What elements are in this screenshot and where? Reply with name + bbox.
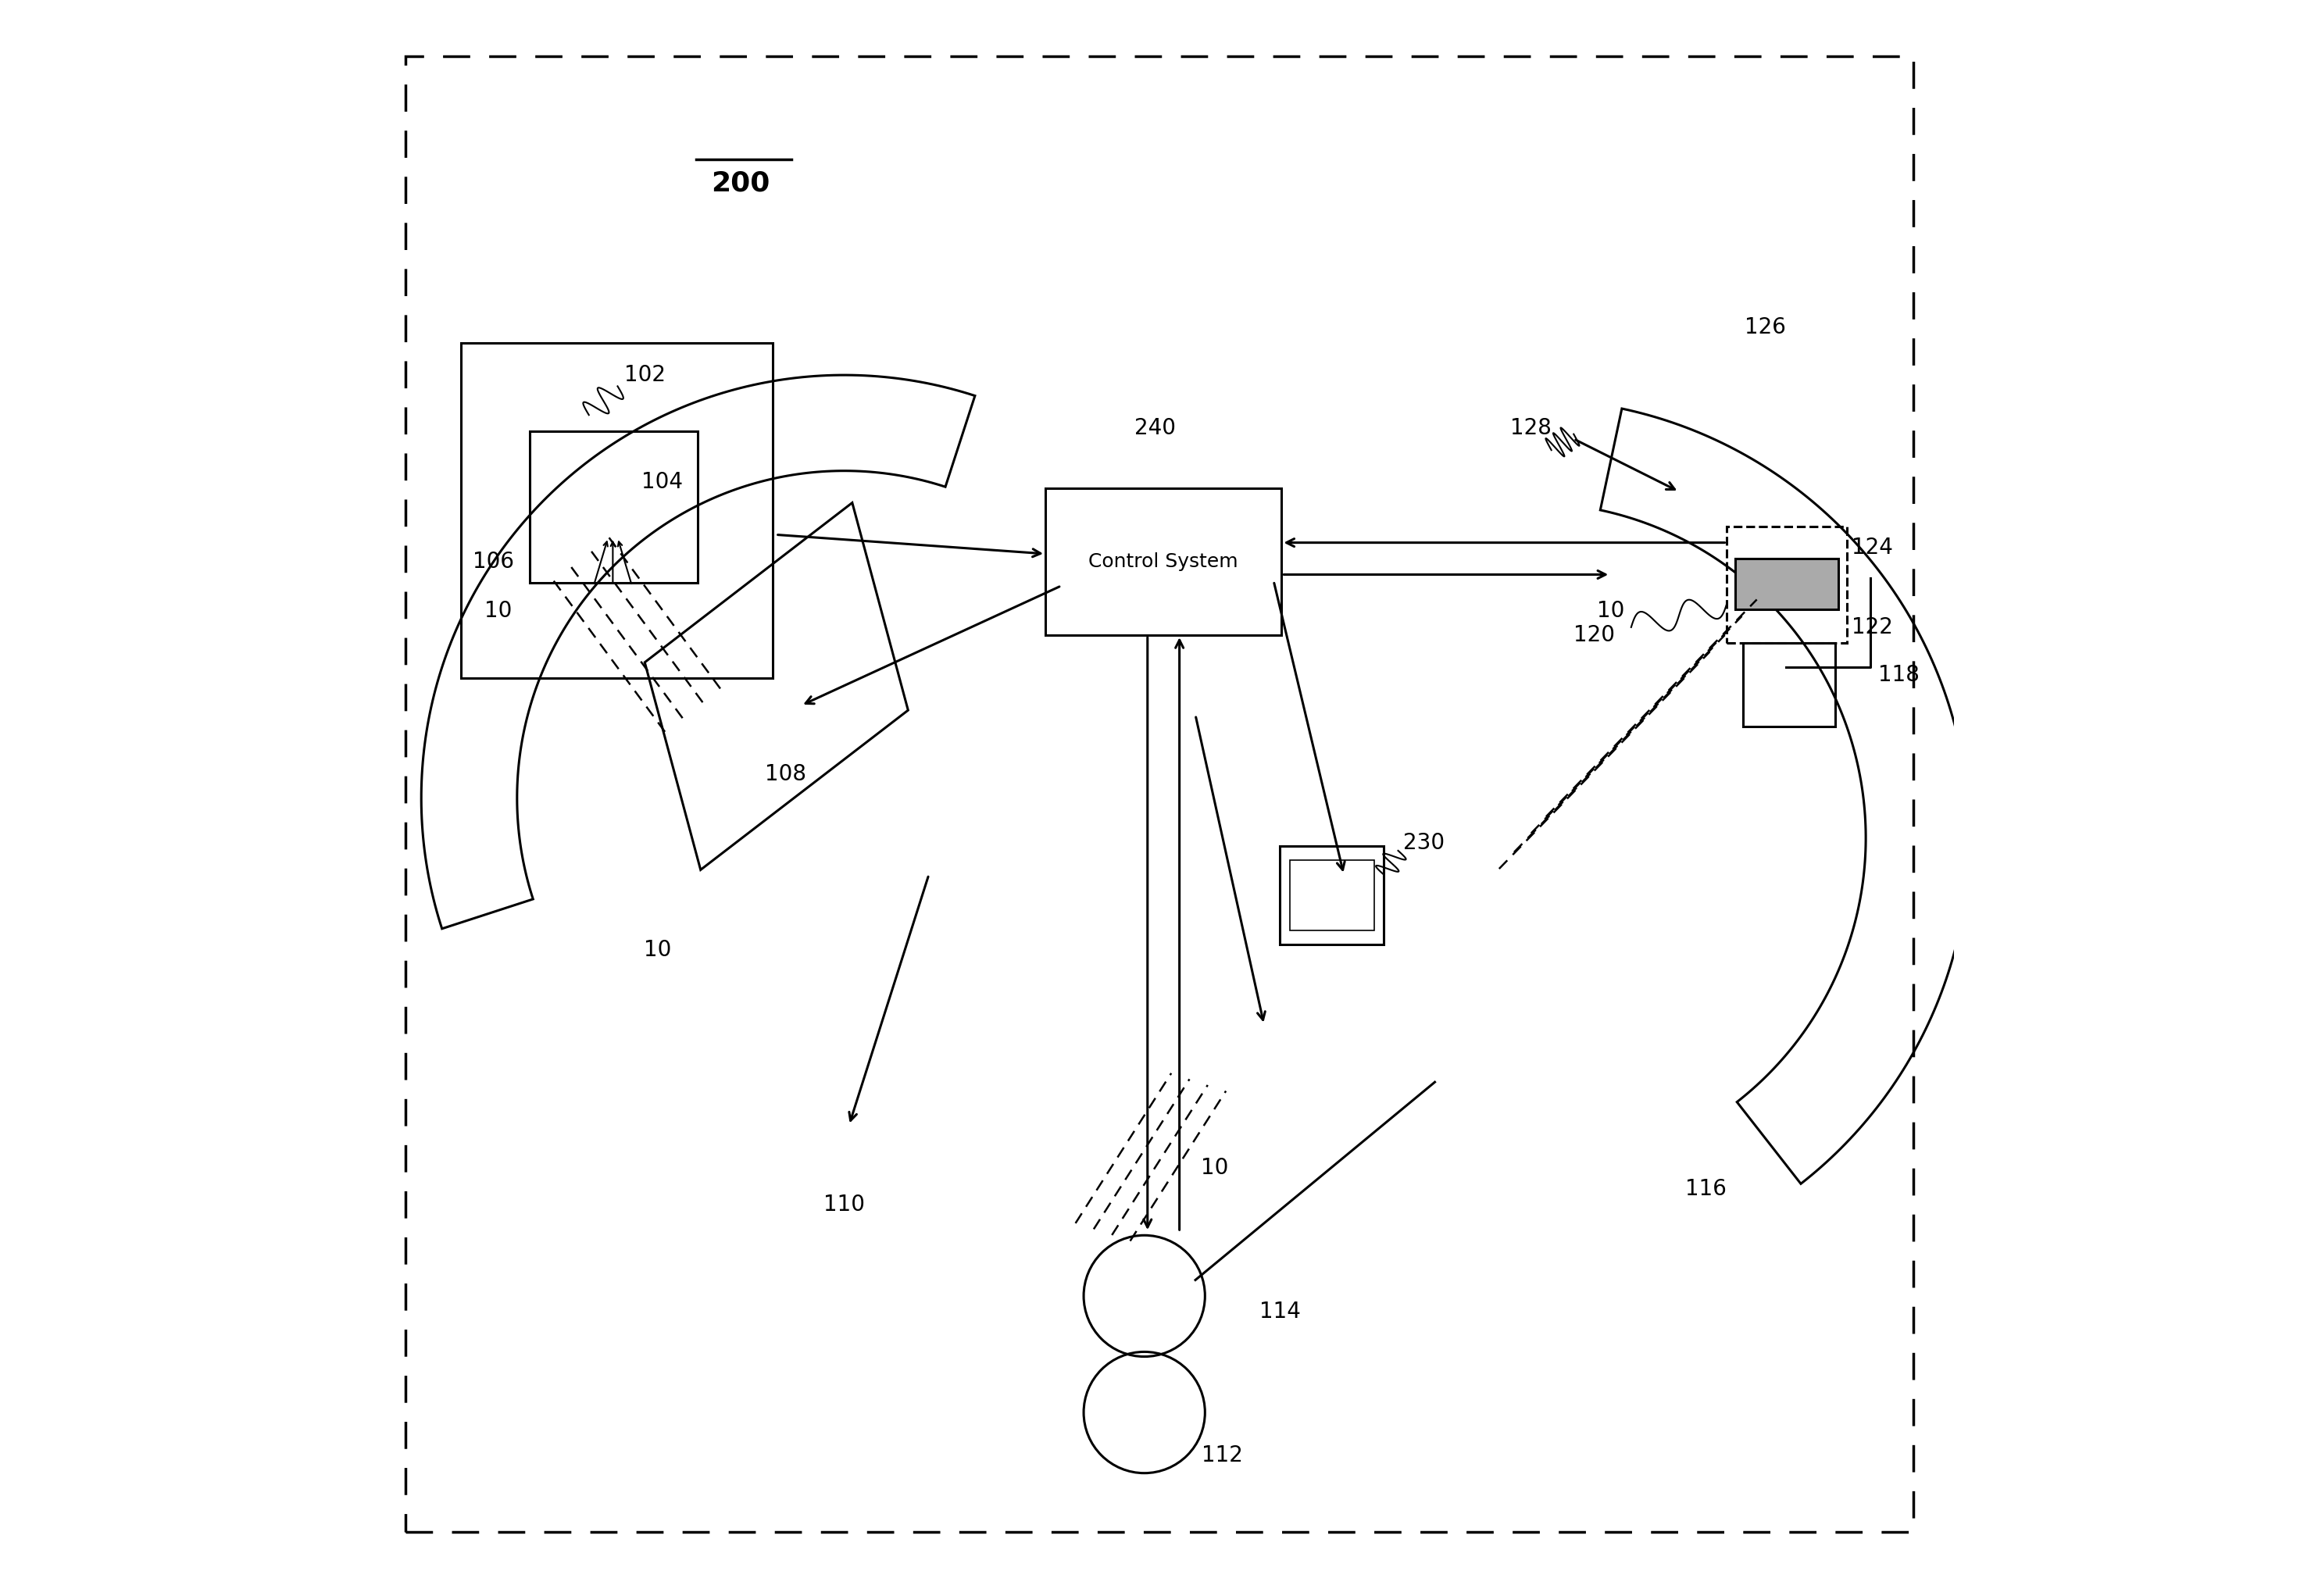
Bar	[1045, 488, 1283, 635]
Text: 200: 200	[712, 171, 770, 196]
Bar	[1742, 643, 1835, 726]
Text: 128: 128	[1509, 417, 1551, 439]
Text: 106: 106	[471, 551, 513, 573]
Text: 230: 230	[1403, 832, 1444, 854]
Text: 124: 124	[1851, 536, 1893, 559]
Bar	[1290, 860, 1375, 930]
Text: 120: 120	[1574, 624, 1615, 646]
Text: 110: 110	[823, 1194, 864, 1216]
Text: 240: 240	[1135, 417, 1176, 439]
Text: 108: 108	[765, 763, 807, 785]
Bar	[529, 431, 698, 583]
Text: 10: 10	[1202, 1157, 1229, 1179]
Text: 112: 112	[1202, 1444, 1243, 1467]
Bar	[1726, 527, 1846, 643]
Text: 102: 102	[624, 364, 666, 386]
Text: 10: 10	[1597, 600, 1625, 622]
Bar	[1280, 846, 1384, 945]
Text: 116: 116	[1685, 1178, 1726, 1200]
Bar	[1736, 559, 1840, 610]
Text: 122: 122	[1851, 616, 1893, 638]
Text: 118: 118	[1879, 664, 1920, 686]
Text: 114: 114	[1259, 1301, 1301, 1323]
Text: 10: 10	[483, 600, 511, 622]
Text: 104: 104	[642, 471, 684, 493]
Text: 10: 10	[645, 938, 670, 961]
Text: Control System: Control System	[1088, 552, 1239, 571]
Text: 126: 126	[1745, 316, 1786, 338]
Bar	[462, 343, 772, 678]
